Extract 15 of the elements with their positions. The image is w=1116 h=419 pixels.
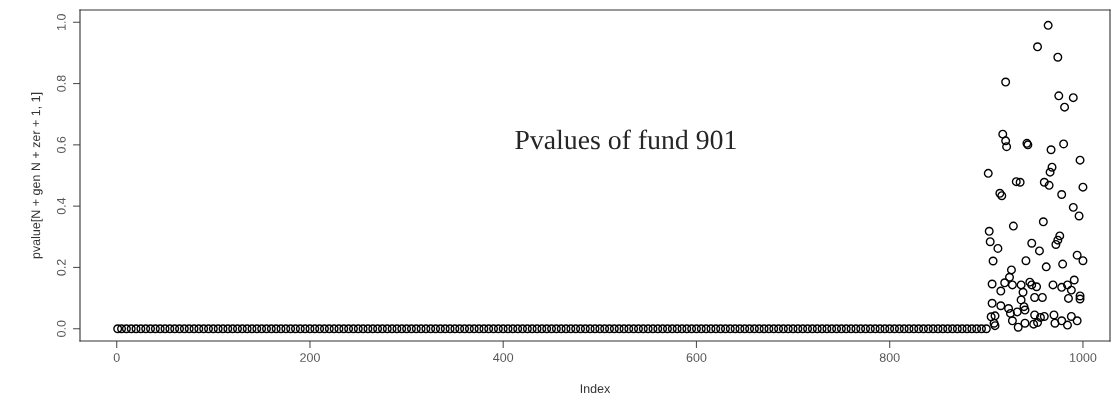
y-tick-label: 0.0 — [56, 320, 66, 337]
y-axis-title: pvalue[N + gen N + zer + 1, 1] — [31, 92, 43, 259]
x-tick-label: 1000 — [1070, 353, 1097, 362]
x-tick-label: 600 — [686, 353, 707, 362]
x-tick-label: 0 — [113, 353, 120, 362]
x-tick-label: 400 — [493, 353, 514, 362]
x-tick-label: 200 — [300, 353, 320, 362]
y-tick-label: 0.4 — [56, 197, 66, 215]
x-tick-label: 800 — [879, 353, 900, 362]
y-tick-label: 1.0 — [56, 14, 66, 30]
x-axis-title: Index — [580, 383, 611, 394]
y-tick-label: 0.6 — [56, 136, 66, 154]
y-tick-label: 0.8 — [56, 75, 66, 92]
y-tick-label: 0.2 — [56, 259, 66, 276]
annotation: Pvalues of fund 901 — [515, 129, 736, 150]
